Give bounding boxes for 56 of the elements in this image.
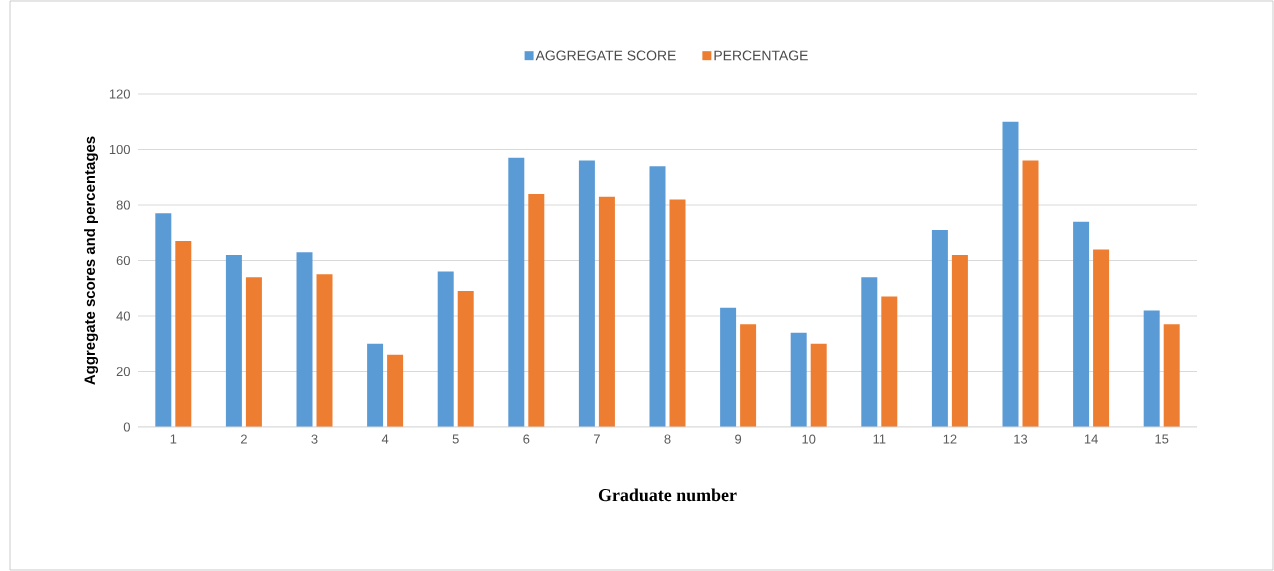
bar xyxy=(508,157,525,427)
bar xyxy=(387,354,404,427)
bar xyxy=(740,324,757,427)
legend-label: AGGREGATE SCORE xyxy=(535,50,676,61)
x-tick-label: 6 xyxy=(523,434,530,444)
bar xyxy=(598,196,615,427)
bar xyxy=(528,193,545,427)
bar xyxy=(881,296,898,427)
bar xyxy=(175,241,192,427)
x-tick-label: 7 xyxy=(593,434,600,444)
bar xyxy=(951,254,968,427)
x-tick-label: 15 xyxy=(1155,434,1169,444)
bar xyxy=(296,252,313,427)
bar xyxy=(1163,324,1180,427)
x-tick-label: 11 xyxy=(873,434,886,444)
bar xyxy=(931,229,948,427)
y-tick-label: 60 xyxy=(116,255,130,266)
x-tick-label: 8 xyxy=(664,434,671,444)
bar xyxy=(437,271,454,427)
bar xyxy=(578,160,595,427)
x-tick-label: 12 xyxy=(943,434,957,444)
bar xyxy=(316,274,333,427)
x-tick-label: 4 xyxy=(381,434,389,444)
bar xyxy=(649,166,666,427)
x-tick-label: 2 xyxy=(240,434,247,444)
x-tick-label: 5 xyxy=(452,434,459,444)
y-tick-label: 0 xyxy=(123,422,130,432)
y-tick-label: 80 xyxy=(116,200,130,210)
bar xyxy=(669,199,686,427)
x-tick-label: 13 xyxy=(1014,434,1028,444)
bar xyxy=(810,343,827,427)
bar xyxy=(457,291,474,427)
bar xyxy=(1002,121,1019,427)
x-tick-label: 9 xyxy=(735,434,742,444)
bar xyxy=(861,277,878,427)
y-tick-label: 40 xyxy=(116,311,130,321)
legend-label: PERCENTAGE xyxy=(714,50,808,61)
bar xyxy=(225,254,242,427)
x-tick-label: 10 xyxy=(802,434,816,444)
bar xyxy=(1143,310,1160,427)
x-tick-label: 3 xyxy=(311,434,318,444)
y-tick-label: 120 xyxy=(109,89,130,99)
y-tick-label: 20 xyxy=(116,366,130,377)
y-axis-title: Aggregate scores and percentages xyxy=(84,136,99,385)
bar xyxy=(155,213,172,427)
x-tick-label: 14 xyxy=(1084,434,1098,444)
x-tick-label: 1 xyxy=(170,434,177,444)
bar xyxy=(1022,160,1039,427)
y-tick-label: 100 xyxy=(109,144,130,155)
x-axis-title: Graduate number xyxy=(598,488,737,502)
bar xyxy=(1073,221,1090,427)
bar xyxy=(245,277,262,427)
bar xyxy=(367,343,384,427)
bar xyxy=(790,332,807,427)
bar xyxy=(720,307,737,427)
bar xyxy=(1093,249,1110,427)
